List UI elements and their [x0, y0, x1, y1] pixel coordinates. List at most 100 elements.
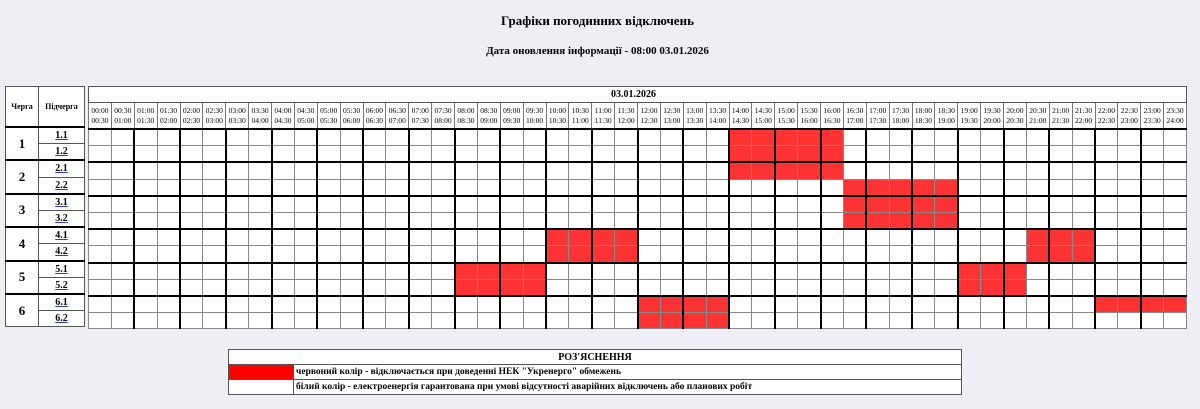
slot-cell-on — [842, 145, 867, 163]
slot-cell-on — [751, 261, 776, 280]
slot-cell-on — [1048, 161, 1073, 180]
slot-end: 04:30 — [274, 115, 292, 125]
slot-cell-on — [1048, 178, 1073, 197]
slot-cell-on — [316, 261, 341, 280]
slot-cell-on — [1071, 178, 1096, 197]
time-slot-header: 11:30 12:00 — [614, 102, 638, 130]
slot-cell-on — [88, 128, 112, 147]
slot-cell-off — [522, 261, 547, 280]
slot-cell-on — [1071, 261, 1096, 280]
slot-cell-on — [453, 145, 478, 163]
slot-cell-on — [133, 294, 158, 314]
slot-cell-on — [522, 228, 547, 247]
slot-cell-on — [934, 128, 959, 147]
slot-cell-on — [362, 245, 387, 263]
slot-cell-on — [1117, 245, 1142, 263]
slot-cell-off — [682, 312, 707, 330]
time-slot-header: 10:30 11:00 — [568, 102, 593, 130]
slot-cell-on — [1139, 145, 1165, 163]
slot-cell-off — [590, 245, 616, 263]
slot-cell-on — [636, 245, 661, 263]
subqueue-link[interactable]: 2.2 — [55, 179, 68, 191]
subqueue-link[interactable]: 4.1 — [55, 230, 68, 242]
slot-cell-on — [682, 128, 707, 147]
slot-cell-on — [614, 278, 638, 297]
subqueue-cell: 1.1 — [38, 126, 85, 145]
slot-cell-on — [682, 211, 707, 230]
slot-cell-on — [339, 245, 364, 263]
slot-cell-on — [819, 294, 844, 314]
slot-cell-on — [636, 278, 661, 297]
slot-cell-on — [956, 245, 982, 263]
slot-cell-on — [842, 261, 867, 280]
slot-cell-on — [453, 245, 478, 263]
slot-cell-on — [545, 312, 570, 330]
subqueue-link[interactable]: 1.1 — [55, 130, 68, 142]
slot-cell-on — [636, 194, 661, 213]
time-slot-header: 18:00 18:30 — [911, 102, 936, 130]
slot-cell-off — [1002, 261, 1027, 280]
slot-cell-on — [888, 312, 913, 330]
slot-cell-on — [1002, 211, 1027, 230]
time-slot-header: 10:00 10:30 — [545, 102, 570, 130]
subqueue-link[interactable]: 5.2 — [55, 279, 68, 291]
subqueue-link[interactable]: 4.2 — [55, 246, 68, 258]
slot-cell-on — [385, 178, 410, 197]
subqueue-cell: 2.1 — [38, 159, 85, 178]
slot-cell-on — [1025, 145, 1050, 163]
slot-cell-on — [797, 194, 821, 213]
subqueue-link[interactable]: 3.1 — [55, 196, 68, 208]
slot-cell-on — [224, 228, 250, 247]
time-slot-header: 15:00 15:30 — [774, 102, 799, 130]
slot-cell-on — [431, 245, 455, 263]
schedule-row — [88, 161, 1187, 180]
slot-cell-on — [499, 211, 524, 230]
slot-cell-on — [797, 278, 821, 297]
slot-cell-on — [980, 128, 1004, 147]
slot-cell-on — [453, 128, 478, 147]
slot-cell-on — [1025, 261, 1050, 280]
slot-cell-on — [1163, 312, 1187, 330]
slot-cell-on — [293, 294, 318, 314]
slot-cell-on — [88, 194, 112, 213]
slot-cell-on — [705, 145, 730, 163]
slot-cell-on — [1025, 194, 1050, 213]
slot-cell-off — [888, 178, 913, 197]
slot-cell-on — [133, 312, 158, 330]
time-slot-header: 13:30 14:00 — [705, 102, 730, 130]
subqueue-link[interactable]: 1.2 — [55, 146, 68, 158]
slot-cell-on — [797, 211, 821, 230]
slot-cell-on — [476, 194, 501, 213]
slot-cell-on — [1139, 194, 1165, 213]
subqueue-link[interactable]: 6.2 — [55, 313, 68, 325]
slot-cell-on — [339, 211, 364, 230]
time-slot-header: 14:30 15:00 — [751, 102, 776, 130]
subqueue-link[interactable]: 5.1 — [55, 263, 68, 275]
schedule-row — [88, 194, 1187, 213]
slot-cell-off — [819, 145, 844, 163]
slot-start: 20:00 — [1006, 105, 1024, 115]
slot-cell-on — [568, 278, 593, 297]
slot-start: 15:00 — [777, 105, 795, 115]
subqueue-link[interactable]: 3.2 — [55, 213, 68, 225]
subqueue-link[interactable]: 2.1 — [55, 163, 68, 175]
slot-cell-on — [819, 261, 844, 280]
slot-end: 17:30 — [869, 115, 887, 125]
slot-cell-on — [316, 178, 341, 197]
slot-cell-on — [248, 228, 272, 247]
slot-cell-off — [797, 145, 821, 163]
slot-cell-on — [934, 161, 959, 180]
subqueue-link[interactable]: 6.1 — [55, 296, 68, 308]
slot-cell-on — [110, 178, 135, 197]
queue-label: 5 — [5, 259, 39, 295]
slot-cell-on — [545, 145, 570, 163]
slot-start: 18:30 — [937, 105, 955, 115]
slot-cell-on — [911, 161, 936, 180]
slot-cell-on — [179, 161, 204, 180]
slot-cell-on — [407, 145, 433, 163]
slot-cell-on — [224, 161, 250, 180]
slot-cell-off — [453, 278, 478, 297]
slot-cell-on — [636, 145, 661, 163]
slot-cell-on — [476, 161, 501, 180]
slot-cell-on — [1094, 211, 1119, 230]
